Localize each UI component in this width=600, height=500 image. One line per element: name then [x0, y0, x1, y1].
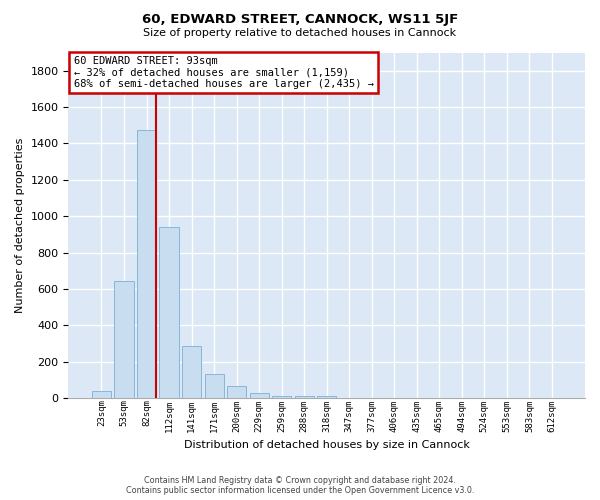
Bar [295, 396, 314, 398]
Bar [227, 386, 246, 398]
Text: 60, EDWARD STREET, CANNOCK, WS11 5JF: 60, EDWARD STREET, CANNOCK, WS11 5JF [142, 12, 458, 26]
Text: 60 EDWARD STREET: 93sqm
← 32% of detached houses are smaller (1,159)
68% of semi: 60 EDWARD STREET: 93sqm ← 32% of detache… [74, 56, 374, 89]
Bar [92, 391, 111, 398]
Bar [317, 396, 336, 398]
X-axis label: Distribution of detached houses by size in Cannock: Distribution of detached houses by size … [184, 440, 470, 450]
Bar [160, 227, 179, 398]
Text: Size of property relative to detached houses in Cannock: Size of property relative to detached ho… [143, 28, 457, 38]
Bar [272, 396, 291, 398]
Y-axis label: Number of detached properties: Number of detached properties [15, 138, 25, 313]
Bar [115, 280, 134, 398]
Bar [137, 130, 156, 398]
Bar [250, 394, 269, 398]
Text: Contains HM Land Registry data © Crown copyright and database right 2024.
Contai: Contains HM Land Registry data © Crown c… [126, 476, 474, 495]
Bar [182, 346, 201, 398]
Bar [205, 374, 224, 398]
